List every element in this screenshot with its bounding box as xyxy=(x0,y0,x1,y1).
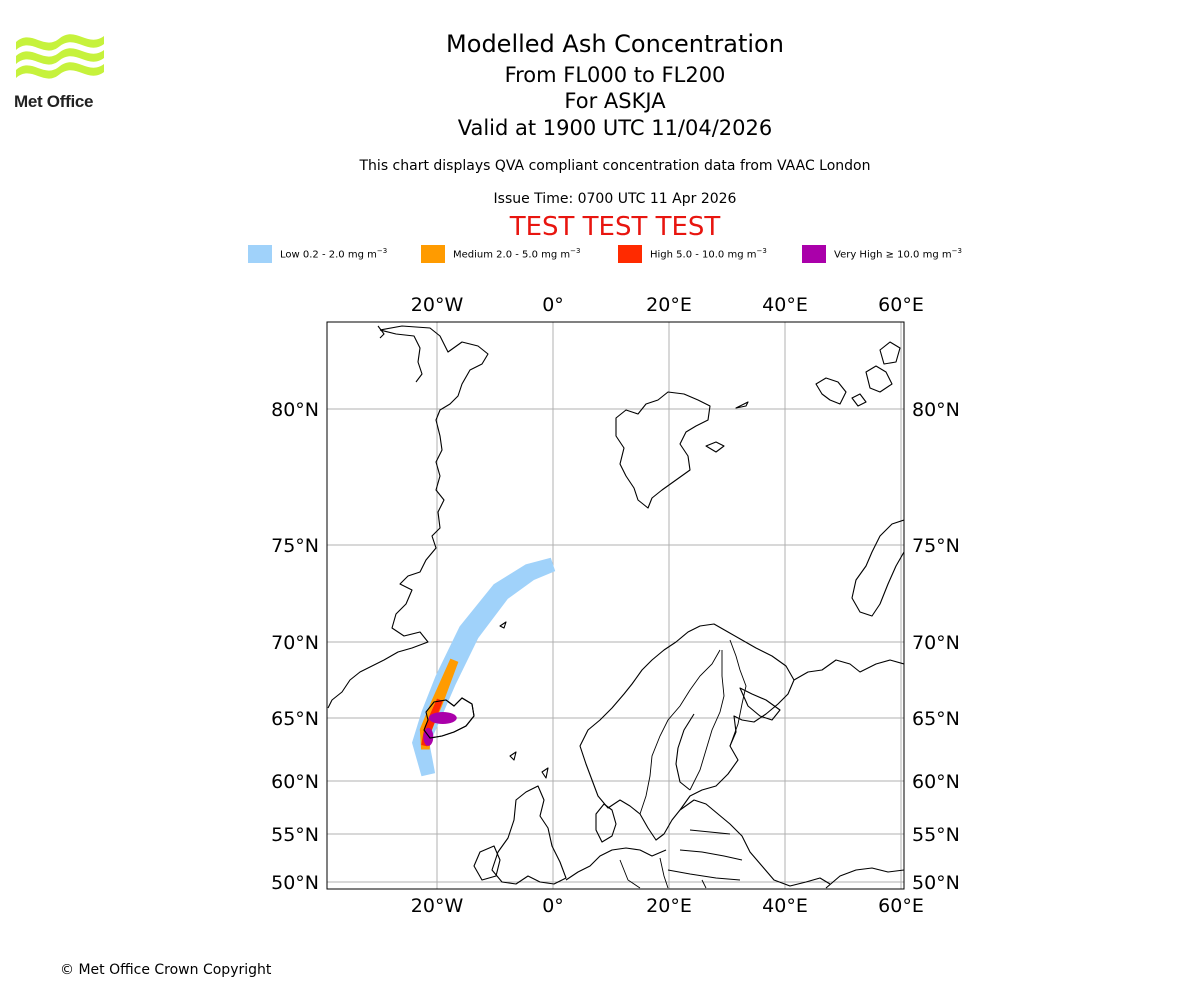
lon-label-bottom: 60°E xyxy=(878,895,924,917)
lat-label-left: 55°N xyxy=(271,824,319,846)
lon-label-top: 40°E xyxy=(762,294,808,316)
lat-label-left: 60°N xyxy=(271,771,319,793)
coastline-white-sea xyxy=(793,659,904,681)
ash-region-very-high xyxy=(428,712,457,724)
coastline-ireland xyxy=(473,845,501,881)
volcano-name: For ASKJA xyxy=(564,89,666,113)
lat-label-right: 50°N xyxy=(912,872,960,894)
coastline-scandinavia xyxy=(579,623,795,841)
coastline-jan-mayen xyxy=(499,621,507,629)
coastline-continent xyxy=(565,847,667,881)
coastline-greenland xyxy=(327,325,489,709)
border-norway-sweden xyxy=(639,649,721,815)
ash-region-low xyxy=(412,557,556,777)
lon-label-bottom: 20°W xyxy=(411,895,464,917)
lat-label-right: 65°N xyxy=(912,708,960,730)
coastline-franz-josef xyxy=(815,341,901,407)
legend-item-medium: Medium 2.0 - 5.0 mg m−3 xyxy=(421,244,580,264)
legend-swatch-medium xyxy=(421,245,445,263)
border-sweden-finland xyxy=(689,650,725,791)
lat-label-right: 75°N xyxy=(912,535,960,557)
lat-label-right: 70°N xyxy=(912,632,960,654)
legend-swatch-low xyxy=(248,245,272,263)
coastline-ellesmere xyxy=(377,325,385,339)
copyright-notice: © Met Office Crown Copyright xyxy=(60,962,272,978)
legend-label-medium: Medium 2.0 - 5.0 mg m−3 xyxy=(453,247,581,261)
lat-label-left: 80°N xyxy=(271,399,319,421)
lat-label-right: 55°N xyxy=(912,824,960,846)
axis-tick-labels: 20°W20°W0°0°20°E20°E40°E40°E60°E60°E50°N… xyxy=(271,294,960,917)
graticule xyxy=(327,322,904,889)
legend-item-very-high: Very High ≥ 10.0 mg m−3 xyxy=(802,244,962,264)
legend-label-low: Low 0.2 - 2.0 mg m−3 xyxy=(280,247,388,261)
border-finland-russia xyxy=(729,639,747,747)
coastline-denmark xyxy=(595,803,617,843)
valid-time: Valid at 1900 UTC 11/04/2026 xyxy=(457,116,773,140)
coastlines xyxy=(327,325,904,889)
coastline-baltic xyxy=(679,799,831,887)
coastline-iceland-overlay xyxy=(423,697,475,739)
lon-label-top: 20°E xyxy=(646,294,692,316)
coastline-uk xyxy=(491,785,567,885)
issue-time: Issue Time: 0700 UTC 11 Apr 2026 xyxy=(493,191,737,207)
chart-title: Modelled Ash Concentration xyxy=(446,30,784,58)
lon-label-top: 60°E xyxy=(878,294,924,316)
coastline-greenland-fjord xyxy=(379,329,423,383)
legend-swatch-high xyxy=(618,245,642,263)
coastline-svalbard-east xyxy=(705,441,725,453)
lat-label-right: 80°N xyxy=(912,399,960,421)
lat-label-left: 70°N xyxy=(271,632,319,654)
borders xyxy=(619,639,747,889)
chart-description: This chart displays QVA compliant concen… xyxy=(359,158,871,174)
coastline-svalbard xyxy=(615,391,711,509)
lat-label-left: 50°N xyxy=(271,872,319,894)
flight-level-range: From FL000 to FL200 xyxy=(504,63,726,87)
lon-label-top: 20°W xyxy=(411,294,464,316)
border-baltics xyxy=(667,829,743,881)
legend-swatch-very-high xyxy=(802,245,826,263)
ash-plume xyxy=(412,557,556,777)
coastline-shetland xyxy=(541,767,549,779)
legend-label-very-high: Very High ≥ 10.0 mg m−3 xyxy=(834,247,962,261)
logo-wordmark: Met Office xyxy=(14,92,94,111)
lon-label-bottom: 20°E xyxy=(646,895,692,917)
legend-label-high: High 5.0 - 10.0 mg m−3 xyxy=(650,247,767,261)
map-frame xyxy=(326,321,905,890)
coastline-black-sea xyxy=(825,867,904,889)
lon-label-top: 0° xyxy=(542,294,564,316)
coastline-kola xyxy=(739,687,781,721)
lat-label-left: 75°N xyxy=(271,535,319,557)
lat-label-right: 60°N xyxy=(912,771,960,793)
legend-item-low: Low 0.2 - 2.0 mg m−3 xyxy=(248,244,387,264)
lon-label-bottom: 40°E xyxy=(762,895,808,917)
met-office-logo xyxy=(16,34,104,79)
lon-label-bottom: 0° xyxy=(542,895,564,917)
border-central-europe xyxy=(619,857,707,889)
coastline-faroe xyxy=(509,751,517,761)
coastline-novaya-zemlya xyxy=(851,519,904,617)
coastline-gulf-bothnia xyxy=(675,713,695,791)
lat-label-left: 65°N xyxy=(271,708,319,730)
coastline-kvitoya xyxy=(735,401,749,409)
legend-item-high: High 5.0 - 10.0 mg m−3 xyxy=(618,244,767,264)
test-banner: TEST TEST TEST xyxy=(509,212,721,242)
